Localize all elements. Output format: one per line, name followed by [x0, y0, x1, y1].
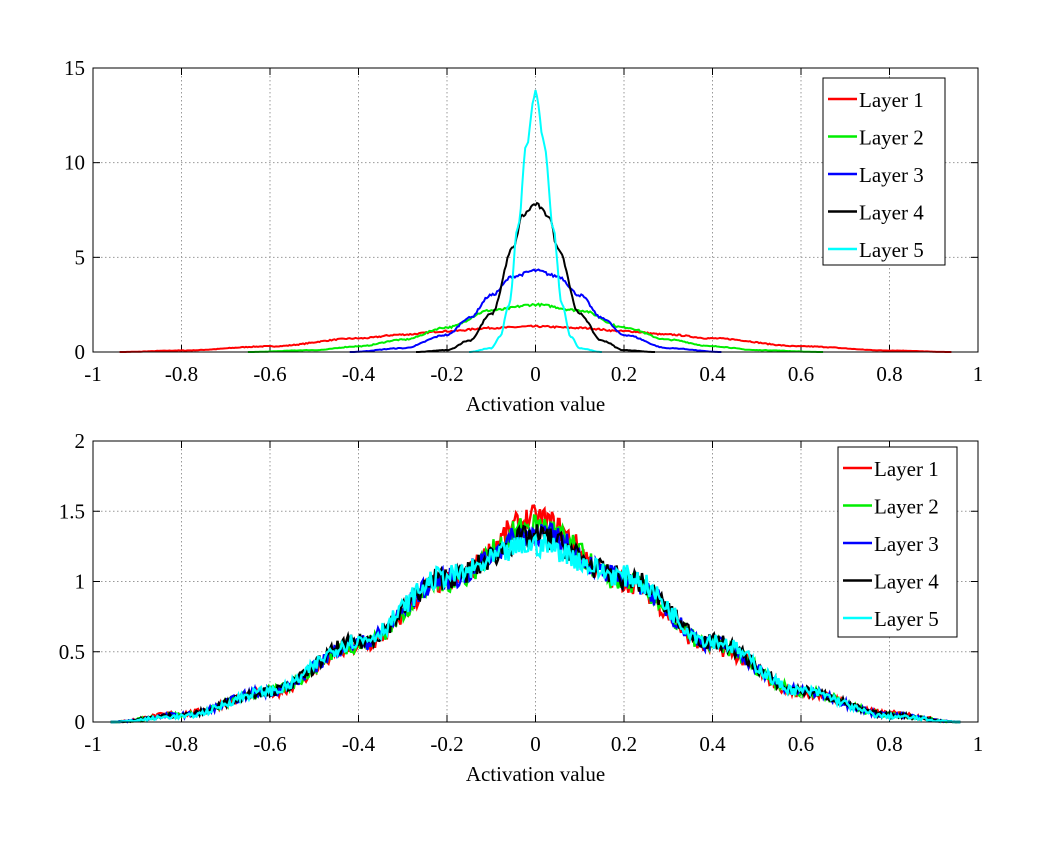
legend-label: Layer 4	[859, 201, 924, 225]
x-tick-label: 0.8	[876, 362, 902, 386]
plot-bottom: -1 -0.8 -0.6 -0.4 -0.2 0 0.2 0.4 0.6 0.8 1 0 0.5 1 1.5…	[59, 429, 984, 786]
y-tick-label: 15	[64, 56, 85, 80]
series-line-4	[416, 201, 655, 353]
x-tick-label: 0.2	[611, 362, 637, 386]
y-tick-label: 5	[75, 245, 86, 269]
axes-box	[92, 440, 979, 723]
legend-label: Layer 1	[874, 457, 939, 481]
x-tick-label: -0.2	[430, 362, 463, 386]
x-tick-label: 0	[530, 362, 541, 386]
series-line-5	[110, 533, 961, 724]
series-line-1	[119, 324, 952, 353]
y-tick-label: 0	[75, 340, 86, 364]
x-axis-label: Activation value	[466, 392, 605, 416]
x-tick-label: -0.4	[342, 362, 376, 386]
legend: Layer 1 Layer 2 Layer 3 Layer 4 Layer 5	[837, 446, 958, 638]
x-tick-label: 0.4	[699, 732, 726, 756]
x-tick-label: -0.6	[253, 362, 286, 386]
x-tick-label: 0.4	[699, 362, 726, 386]
x-tick-label: -1	[84, 732, 102, 756]
x-tick-label: -0.2	[430, 732, 463, 756]
y-tick-label: 1.5	[59, 499, 85, 523]
y-tick-label: 0	[75, 710, 86, 734]
x-tick-label: 0.2	[611, 732, 637, 756]
x-tick-label: -0.8	[165, 362, 198, 386]
axes-box	[92, 67, 979, 353]
x-tick-label: 0.6	[788, 732, 814, 756]
y-tick-label: 1	[75, 570, 86, 594]
legend-box	[822, 77, 946, 266]
x-tick-label: -0.6	[253, 732, 286, 756]
legend-label: Layer 2	[874, 495, 939, 519]
x-tick-label: -0.4	[342, 732, 376, 756]
legend: Layer 1 Layer 2 Layer 3 Layer 4 Layer 5	[822, 77, 946, 266]
series-line-5	[469, 89, 602, 353]
x-tick-label: -0.8	[165, 732, 198, 756]
x-tick-label: -1	[84, 362, 102, 386]
x-tick-label: 1	[973, 362, 984, 386]
x-tick-label: 0.6	[788, 362, 814, 386]
x-axis-label: Activation value	[466, 762, 605, 786]
legend-label: Layer 4	[874, 570, 939, 594]
legend-label: Layer 5	[874, 607, 939, 631]
legend-label: Layer 1	[859, 88, 924, 112]
y-tick-label: 0.5	[59, 640, 85, 664]
y-tick-label: 2	[75, 429, 86, 453]
legend-label: Layer 3	[859, 163, 924, 187]
series-line-2	[247, 302, 824, 353]
x-tick-label: 0	[530, 732, 541, 756]
legend-label: Layer 3	[874, 532, 939, 556]
y-tick-label: 10	[64, 151, 85, 175]
x-tick-label: 1	[973, 732, 984, 756]
series-line-3	[349, 268, 722, 353]
legend-label: Layer 5	[859, 238, 924, 262]
plot-top: -1 -0.8 -0.6 -0.4 -0.2 0 0.2 0.4 0.6 0.8 1051015Ac…	[64, 56, 983, 416]
legend-label: Layer 2	[859, 126, 924, 150]
x-tick-label: 0.8	[876, 732, 902, 756]
